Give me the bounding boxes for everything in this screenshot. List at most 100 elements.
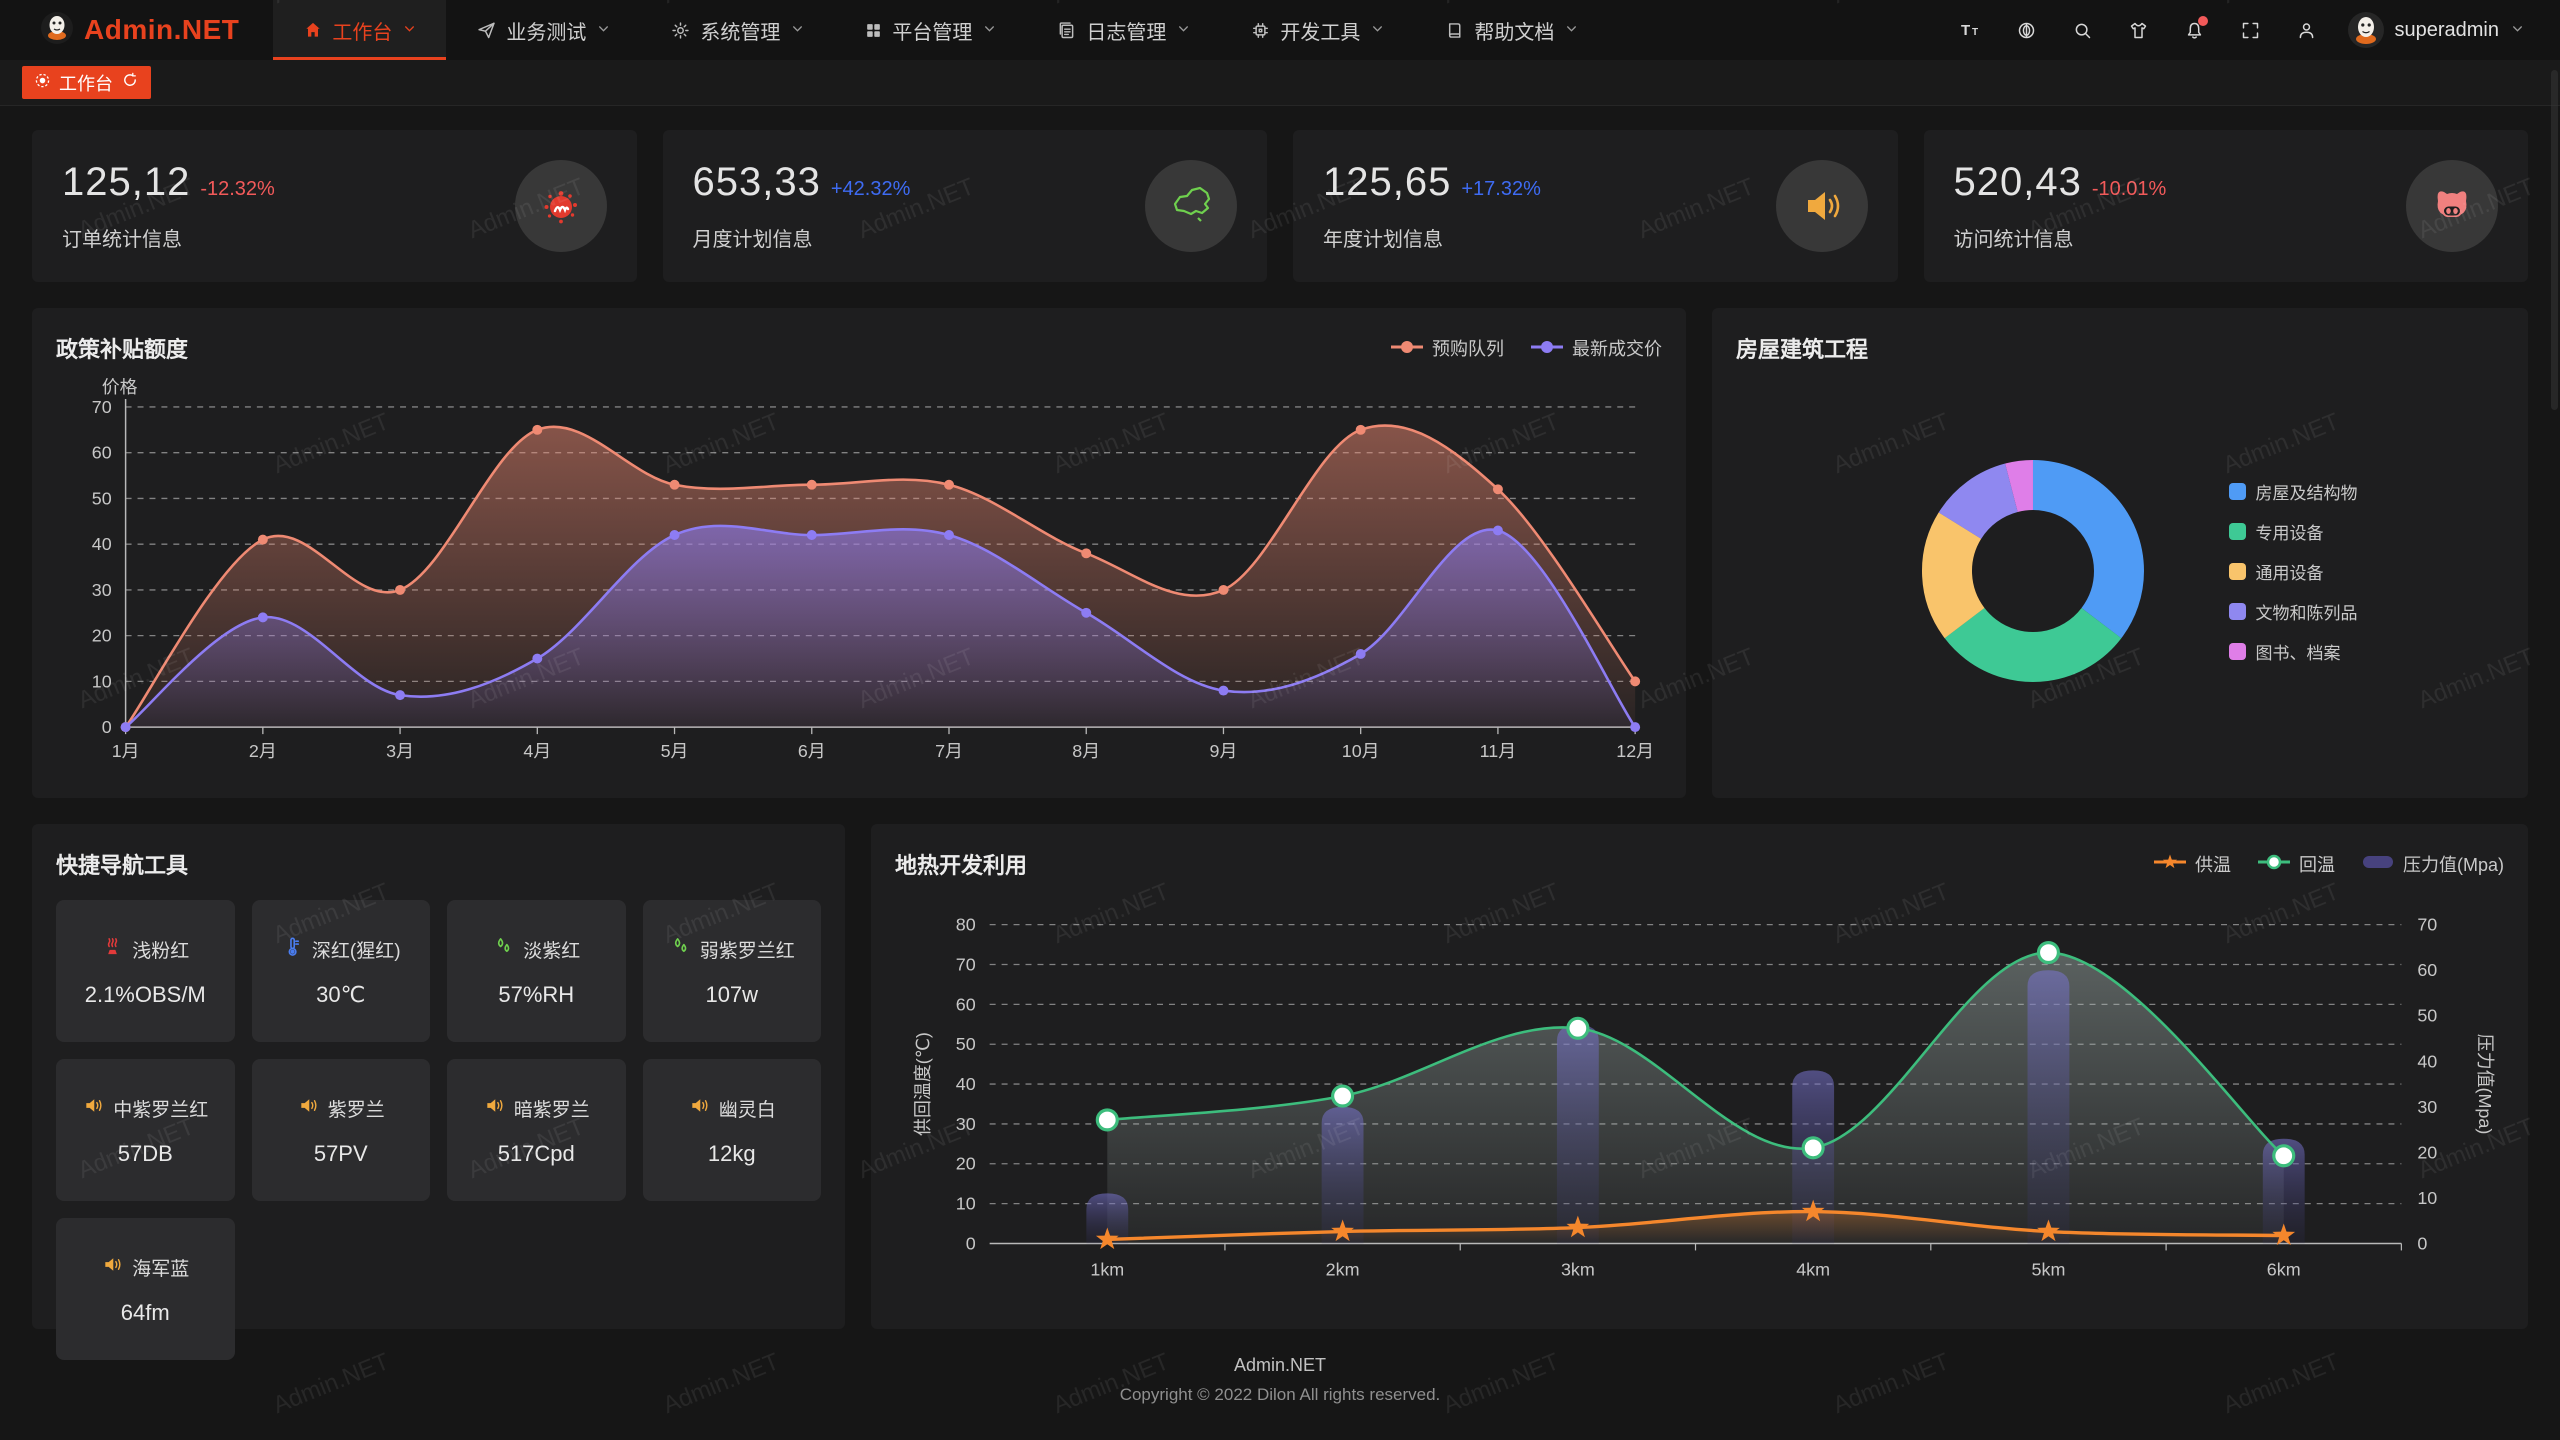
book-icon <box>1444 20 1465 41</box>
svg-text:5月: 5月 <box>661 741 689 761</box>
stat-value: 125,65 <box>1323 160 1452 204</box>
svg-text:0: 0 <box>966 1233 976 1253</box>
donut-legend-item[interactable]: 房屋及结构物 <box>2228 479 2358 504</box>
navbar-menu-item[interactable]: 日志管理 <box>1026 0 1220 60</box>
stat-card-info: 520,43 -10.01% 访问统计信息 <box>1954 160 2167 252</box>
quick-nav-item[interactable]: 幽灵白 12kg <box>642 1059 821 1201</box>
chevron-down-icon <box>1371 22 1384 38</box>
navbar-menu-label: 日志管理 <box>1086 21 1167 44</box>
svg-text:T: T <box>1972 27 1978 38</box>
quick-nav-name: 淡紫红 <box>492 935 580 964</box>
language-icon[interactable] <box>2004 8 2048 52</box>
logo[interactable]: Admin.NET <box>0 11 273 50</box>
quick-nav-item[interactable]: 紫罗兰 57PV <box>251 1059 430 1201</box>
quick-nav-item[interactable]: 浅粉红 2.1%OBS/M <box>56 900 235 1042</box>
navbar-actions: T T superadmin <box>1948 8 2560 52</box>
svg-text:6月: 6月 <box>798 741 826 761</box>
quick-nav-value: 57%RH <box>498 981 575 1007</box>
svg-text:3km: 3km <box>1561 1259 1595 1279</box>
svg-text:7月: 7月 <box>935 741 963 761</box>
svg-text:0: 0 <box>2417 1233 2427 1253</box>
building-donut-chart <box>1912 450 2153 691</box>
legend-item[interactable]: 压力值(Mpa) <box>2361 851 2504 877</box>
quick-nav-item[interactable]: 淡紫红 57%RH <box>447 900 626 1042</box>
stat-label: 访问统计信息 <box>1953 229 2074 251</box>
donut-legend-item[interactable]: 文物和陈列品 <box>2228 599 2358 624</box>
legend-label: 压力值(Mpa) <box>2402 855 2504 875</box>
search-icon[interactable] <box>2060 8 2104 52</box>
svg-text:40: 40 <box>2417 1051 2437 1071</box>
quick-nav-value: 30℃ <box>316 981 366 1007</box>
quick-nav-value: 64fm <box>120 1299 170 1325</box>
donut-legend-item[interactable]: 专用设备 <box>2228 519 2358 544</box>
navbar-menu-item[interactable]: 开发工具 <box>1220 0 1414 60</box>
quick-nav-item[interactable]: 暗紫罗兰 517Cpd <box>447 1059 626 1201</box>
stat-cards-row: 125,12 -12.32% 订单统计信息 653,33 +42.32% 月度计划信息 12… <box>32 130 2528 282</box>
quick-nav-name: 紫罗兰 <box>297 1094 385 1123</box>
home-icon <box>303 20 323 40</box>
navbar-menu-item[interactable]: 帮助文档 <box>1414 0 1608 60</box>
svg-text:10月: 10月 <box>1342 741 1380 761</box>
svg-text:10: 10 <box>92 671 112 691</box>
navbar-menu-item[interactable]: 系统管理 <box>640 0 834 60</box>
navbar-menu-item[interactable]: 平台管理 <box>834 0 1026 60</box>
quick-nav-item[interactable]: 中紫罗兰红 57DB <box>56 1059 235 1201</box>
navbar-menu-item[interactable]: 工作台 <box>273 0 447 60</box>
legend-item[interactable]: 回温 <box>2257 851 2335 877</box>
quick-nav-label: 中紫罗兰红 <box>113 1099 209 1121</box>
gear-icon <box>670 20 691 41</box>
chevron-down-icon <box>983 22 996 38</box>
donut-legend-item[interactable]: 通用设备 <box>2228 559 2358 584</box>
quick-nav-item[interactable]: 海军蓝 64fm <box>56 1218 235 1360</box>
footer-app-name: Admin.NET <box>1233 1355 1327 1375</box>
speaker-icon <box>1775 160 1868 252</box>
stat-card: 125,65 +17.32% 年度计划信息 <box>1293 130 1898 282</box>
main-content: 125,12 -12.32% 订单统计信息 653,33 +42.32% 月度计划信息 12… <box>0 106 2560 1425</box>
navbar-menu-item[interactable]: 业务测试 <box>446 0 640 60</box>
panel-title: 房屋建筑工程 <box>1736 337 1869 362</box>
svg-text:60: 60 <box>2417 960 2437 980</box>
quick-nav-label: 浅粉红 <box>132 940 190 962</box>
refresh-icon[interactable] <box>122 72 138 93</box>
svg-text:4月: 4月 <box>523 741 551 761</box>
donut-slice[interactable] <box>1912 450 2153 691</box>
donut-slice[interactable] <box>1921 460 2144 682</box>
footer: Admin.NET Copyright © 2022 Dilon All rig… <box>32 1329 2528 1425</box>
theme-icon[interactable] <box>2116 8 2160 52</box>
legend-label: 房屋及结构物 <box>2255 483 2358 503</box>
stat-value-line: 653,33 +42.32% <box>693 160 911 205</box>
fullscreen-icon[interactable] <box>2228 8 2272 52</box>
quick-nav-name: 暗紫罗兰 <box>483 1094 590 1123</box>
legend-marker <box>2257 854 2291 875</box>
line-chart-legend: 预购队列 最新成交价 <box>1390 335 1662 361</box>
quick-nav-item[interactable]: 弱紫罗兰红 107w <box>642 900 821 1042</box>
profile-icon[interactable] <box>2284 8 2328 52</box>
tab-workbench[interactable]: 工作台 <box>22 66 151 99</box>
svg-text:10: 10 <box>956 1194 976 1214</box>
stat-label: 月度计划信息 <box>692 229 813 251</box>
legend-item[interactable]: 供温 <box>2153 851 2231 877</box>
svg-text:70: 70 <box>956 954 976 974</box>
charts-row-2: 快捷导航工具 浅粉红 2.1%OBS/M 深红(猩红) 30℃ 淡紫红 57%RH 弱紫罗兰… <box>32 824 2528 1360</box>
svg-text:50: 50 <box>2417 1006 2437 1026</box>
hotspring-icon <box>101 935 124 964</box>
legend-label: 图书、档案 <box>2255 643 2341 663</box>
svg-text:20: 20 <box>956 1154 976 1174</box>
quick-nav-item[interactable]: 深红(猩红) 30℃ <box>251 900 430 1042</box>
quick-nav-value: 107w <box>705 981 759 1007</box>
legend-label: 文物和陈列品 <box>2255 603 2358 623</box>
speaker-icon <box>483 1094 506 1123</box>
donut-slice[interactable] <box>1912 450 2153 691</box>
legend-swatch <box>2228 642 2246 660</box>
user-menu[interactable]: superadmin <box>2348 12 2524 48</box>
bell-icon[interactable] <box>2172 8 2216 52</box>
stat-value-line: 125,65 +17.32% <box>1323 160 1541 205</box>
donut-legend-item[interactable]: 图书、档案 <box>2228 639 2358 664</box>
scrollbar[interactable] <box>2551 70 2558 410</box>
svg-text:80: 80 <box>956 915 976 935</box>
log-icon <box>1056 20 1077 41</box>
svg-text:1月: 1月 <box>112 741 140 761</box>
legend-item[interactable]: 最新成交价 <box>1530 335 1662 361</box>
legend-item[interactable]: 预购队列 <box>1390 335 1504 361</box>
